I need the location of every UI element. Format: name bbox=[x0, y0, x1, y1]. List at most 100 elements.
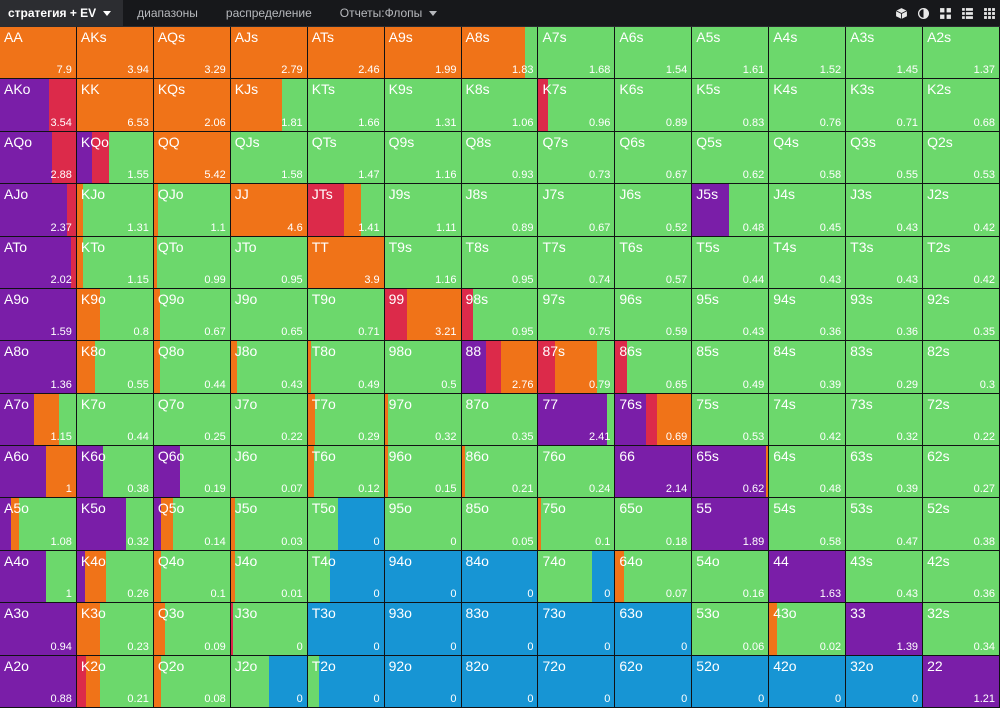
hand-cell-K5o[interactable]: K5o 0.32 bbox=[76, 498, 153, 550]
hand-cell-A4o[interactable]: A4o 1 bbox=[0, 550, 76, 603]
hand-cell-Q7s[interactable]: Q7s 0.73 bbox=[538, 131, 615, 184]
hand-cell-94o[interactable]: 94o 0 bbox=[384, 550, 461, 603]
hand-cell-Q9s[interactable]: Q9s 1.16 bbox=[384, 131, 461, 184]
hand-cell-J7s[interactable]: J7s 0.67 bbox=[538, 184, 615, 236]
hand-cell-QQ[interactable]: QQ 5.42 bbox=[153, 131, 230, 184]
hand-cell-62s[interactable]: 62s 0.27 bbox=[923, 446, 999, 498]
hand-cell-AA[interactable]: AA 7.9 bbox=[0, 27, 76, 79]
hand-cell-A9s[interactable]: A9s 1.99 bbox=[384, 27, 461, 79]
hand-cell-Q5s[interactable]: Q5s 0.62 bbox=[692, 131, 769, 184]
hand-cell-82o[interactable]: 82o 0 bbox=[461, 655, 538, 707]
hand-cell-33[interactable]: 33 1.39 bbox=[846, 603, 923, 655]
hand-cell-T9o[interactable]: T9o 0.71 bbox=[307, 288, 384, 341]
tab-reports-flops[interactable]: Отчеты:Флопы bbox=[326, 0, 451, 26]
hand-cell-64o[interactable]: 64o 0.07 bbox=[615, 550, 692, 603]
hand-cell-65s[interactable]: 65s 0.62 bbox=[692, 446, 769, 498]
hand-cell-66[interactable]: 66 2.14 bbox=[615, 446, 692, 498]
hand-cell-Q4s[interactable]: Q4s 0.58 bbox=[769, 131, 846, 184]
hand-cell-T8s[interactable]: T8s 0.95 bbox=[461, 236, 538, 288]
hand-cell-A7o[interactable]: A7o 1.15 bbox=[0, 393, 76, 446]
hand-cell-A5s[interactable]: A5s 1.61 bbox=[692, 27, 769, 79]
hand-cell-K6s[interactable]: K6s 0.89 bbox=[615, 79, 692, 131]
hand-cell-94s[interactable]: 94s 0.36 bbox=[769, 288, 846, 341]
tab-strategy-ev[interactable]: стратегия + EV bbox=[0, 0, 124, 26]
hand-cell-J5o[interactable]: J5o 0.03 bbox=[230, 498, 307, 550]
hand-cell-A9o[interactable]: A9o 1.59 bbox=[0, 288, 76, 341]
hand-cell-JTs[interactable]: JTs 1.41 bbox=[307, 184, 384, 236]
hand-cell-96o[interactable]: 96o 0.15 bbox=[384, 446, 461, 498]
cube-view-button[interactable] bbox=[890, 0, 912, 26]
hand-cell-75s[interactable]: 75s 0.53 bbox=[692, 393, 769, 446]
hand-cell-AJo[interactable]: AJo 2.37 bbox=[0, 184, 76, 236]
hand-cell-J5s[interactable]: J5s 0.48 bbox=[692, 184, 769, 236]
hand-cell-K4s[interactable]: K4s 0.76 bbox=[769, 79, 846, 131]
hand-cell-J8o[interactable]: J8o 0.43 bbox=[230, 341, 307, 393]
hand-cell-QJo[interactable]: QJo 1.1 bbox=[153, 184, 230, 236]
hand-cell-J6s[interactable]: J6s 0.52 bbox=[615, 184, 692, 236]
hand-cell-K3o[interactable]: K3o 0.23 bbox=[76, 603, 153, 655]
hand-cell-84s[interactable]: 84s 0.39 bbox=[769, 341, 846, 393]
hand-cell-J2o[interactable]: J2o 0 bbox=[230, 655, 307, 707]
hand-cell-Q8o[interactable]: Q8o 0.44 bbox=[153, 341, 230, 393]
hand-cell-Q3s[interactable]: Q3s 0.55 bbox=[846, 131, 923, 184]
hand-cell-95o[interactable]: 95o 0 bbox=[384, 498, 461, 550]
hand-cell-KQo[interactable]: KQo 1.55 bbox=[76, 131, 153, 184]
hand-cell-72o[interactable]: 72o 0 bbox=[538, 655, 615, 707]
hand-cell-A3o[interactable]: A3o 0.94 bbox=[0, 603, 76, 655]
hand-cell-87s[interactable]: 87s 0.79 bbox=[538, 341, 615, 393]
hand-cell-86s[interactable]: 86s 0.65 bbox=[615, 341, 692, 393]
hand-cell-T7s[interactable]: T7s 0.74 bbox=[538, 236, 615, 288]
hand-cell-98o[interactable]: 98o 0.5 bbox=[384, 341, 461, 393]
hand-cell-K8o[interactable]: K8o 0.55 bbox=[76, 341, 153, 393]
hand-cell-A2s[interactable]: A2s 1.37 bbox=[923, 27, 999, 79]
hand-cell-A3s[interactable]: A3s 1.45 bbox=[846, 27, 923, 79]
hand-cell-T2s[interactable]: T2s 0.42 bbox=[923, 236, 999, 288]
hand-cell-T4o[interactable]: T4o 0 bbox=[307, 550, 384, 603]
list-grid-view-button[interactable] bbox=[956, 0, 978, 26]
hand-cell-T3o[interactable]: T3o 0 bbox=[307, 603, 384, 655]
hand-cell-83s[interactable]: 83s 0.29 bbox=[846, 341, 923, 393]
hand-cell-KJs[interactable]: KJs 1.81 bbox=[230, 79, 307, 131]
hand-cell-Q6s[interactable]: Q6s 0.67 bbox=[615, 131, 692, 184]
hand-cell-A6o[interactable]: A6o 1 bbox=[0, 446, 76, 498]
hand-cell-74s[interactable]: 74s 0.42 bbox=[769, 393, 846, 446]
hand-cell-62o[interactable]: 62o 0 bbox=[615, 655, 692, 707]
hand-cell-77[interactable]: 77 2.41 bbox=[538, 393, 615, 446]
hand-cell-72s[interactable]: 72s 0.22 bbox=[923, 393, 999, 446]
hand-cell-KQs[interactable]: KQs 2.06 bbox=[153, 79, 230, 131]
hand-cell-J2s[interactable]: J2s 0.42 bbox=[923, 184, 999, 236]
hand-cell-AKs[interactable]: AKs 3.94 bbox=[76, 27, 153, 79]
hand-cell-76s[interactable]: 76s 0.69 bbox=[615, 393, 692, 446]
hand-cell-43o[interactable]: 43o 0.02 bbox=[769, 603, 846, 655]
hand-cell-K5s[interactable]: K5s 0.83 bbox=[692, 79, 769, 131]
hand-cell-T9s[interactable]: T9s 1.16 bbox=[384, 236, 461, 288]
hand-cell-KTs[interactable]: KTs 1.66 bbox=[307, 79, 384, 131]
hand-cell-85o[interactable]: 85o 0.05 bbox=[461, 498, 538, 550]
hand-cell-75o[interactable]: 75o 0.1 bbox=[538, 498, 615, 550]
hand-cell-T5o[interactable]: T5o 0 bbox=[307, 498, 384, 550]
hand-cell-A8s[interactable]: A8s 1.83 bbox=[461, 27, 538, 79]
hand-cell-54o[interactable]: 54o 0.16 bbox=[692, 550, 769, 603]
hand-cell-QJs[interactable]: QJs 1.58 bbox=[230, 131, 307, 184]
hand-cell-63s[interactable]: 63s 0.39 bbox=[846, 446, 923, 498]
hand-cell-J7o[interactable]: J7o 0.22 bbox=[230, 393, 307, 446]
hand-cell-KK[interactable]: KK 6.53 bbox=[76, 79, 153, 131]
hand-cell-Q6o[interactable]: Q6o 0.19 bbox=[153, 446, 230, 498]
hand-cell-J3s[interactable]: J3s 0.43 bbox=[846, 184, 923, 236]
hand-cell-T6o[interactable]: T6o 0.12 bbox=[307, 446, 384, 498]
matrix-grid-view-button[interactable] bbox=[978, 0, 1000, 26]
hand-cell-73o[interactable]: 73o 0 bbox=[538, 603, 615, 655]
hand-cell-86o[interactable]: 86o 0.21 bbox=[461, 446, 538, 498]
hand-cell-64s[interactable]: 64s 0.48 bbox=[769, 446, 846, 498]
hand-cell-42s[interactable]: 42s 0.36 bbox=[923, 550, 999, 603]
hand-cell-K2o[interactable]: K2o 0.21 bbox=[76, 655, 153, 707]
hand-cell-32s[interactable]: 32s 0.34 bbox=[923, 603, 999, 655]
hand-cell-Q9o[interactable]: Q9o 0.67 bbox=[153, 288, 230, 341]
hand-cell-AQo[interactable]: AQo 2.88 bbox=[0, 131, 76, 184]
tab-ranges[interactable]: диапазоны bbox=[123, 0, 212, 26]
hand-cell-J3o[interactable]: J3o 0 bbox=[230, 603, 307, 655]
hand-cell-ATs[interactable]: ATs 2.46 bbox=[307, 27, 384, 79]
hand-cell-97s[interactable]: 97s 0.75 bbox=[538, 288, 615, 341]
hand-cell-22[interactable]: 22 1.21 bbox=[923, 655, 999, 707]
hand-cell-A2o[interactable]: A2o 0.88 bbox=[0, 655, 76, 707]
